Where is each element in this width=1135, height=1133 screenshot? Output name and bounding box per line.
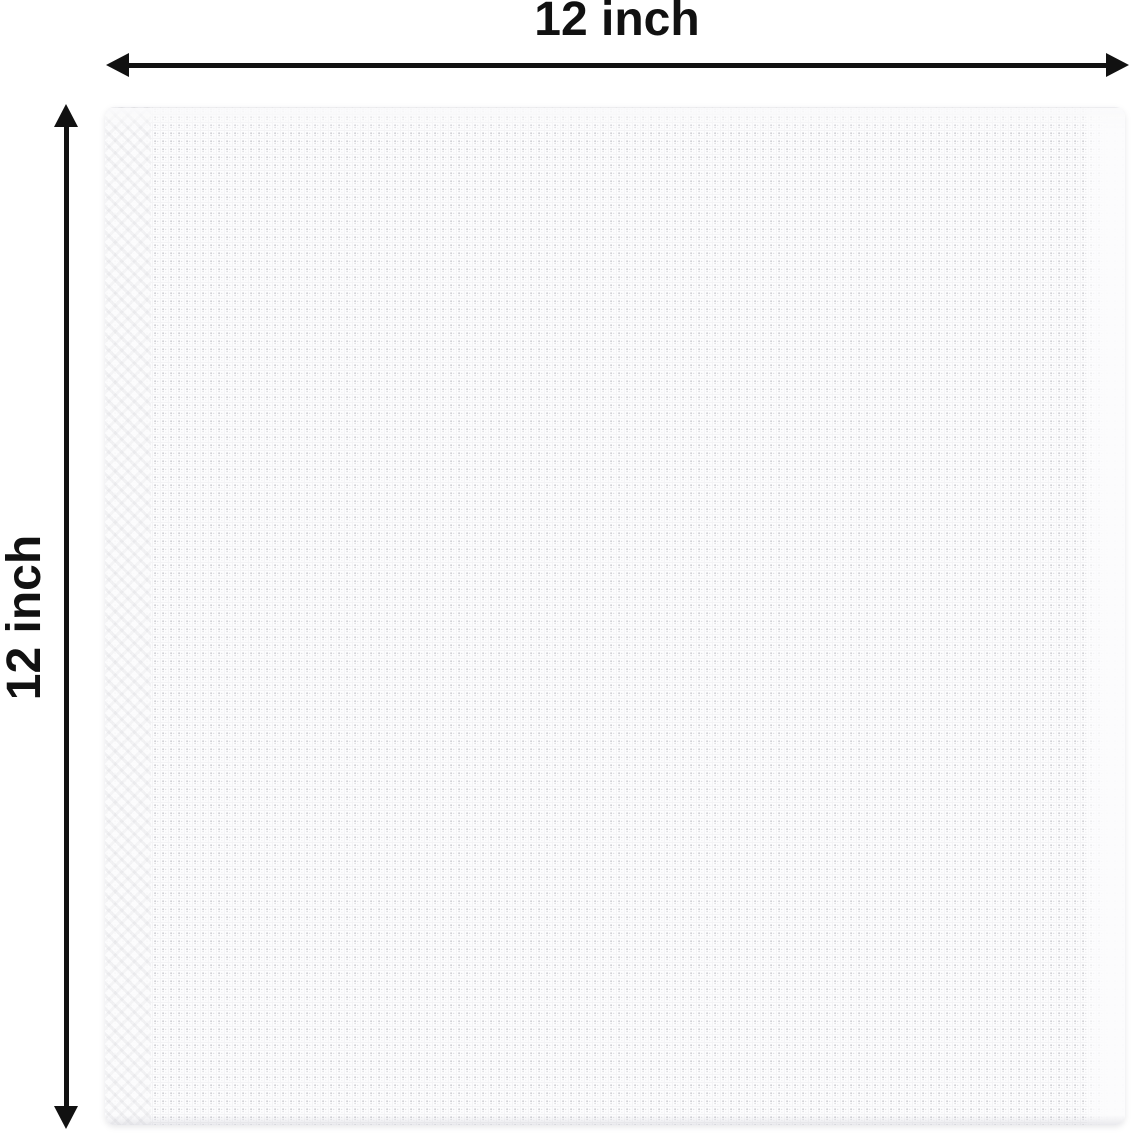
fabric-bottom-shade <box>105 1115 1125 1125</box>
height-label-wrap: 12 inch <box>0 107 52 1128</box>
width-arrow-line <box>129 62 1106 68</box>
height-dimension-arrow <box>54 104 78 1129</box>
fabric-swatch <box>105 107 1125 1125</box>
arrow-right-icon <box>1106 53 1129 77</box>
arrow-left-icon <box>106 53 129 77</box>
fabric-left-selvage <box>105 107 151 1125</box>
aida-cloth-texture <box>105 107 1125 1125</box>
arrow-up-icon <box>54 104 78 127</box>
fabric-right-selvage <box>1087 107 1125 1125</box>
height-label: 12 inch <box>0 534 52 701</box>
width-dimension-arrow <box>106 53 1129 77</box>
fabric-top-hem <box>105 107 1125 130</box>
height-arrow-line <box>63 127 69 1106</box>
width-label: 12 inch <box>534 0 700 46</box>
arrow-down-icon <box>54 1106 78 1129</box>
